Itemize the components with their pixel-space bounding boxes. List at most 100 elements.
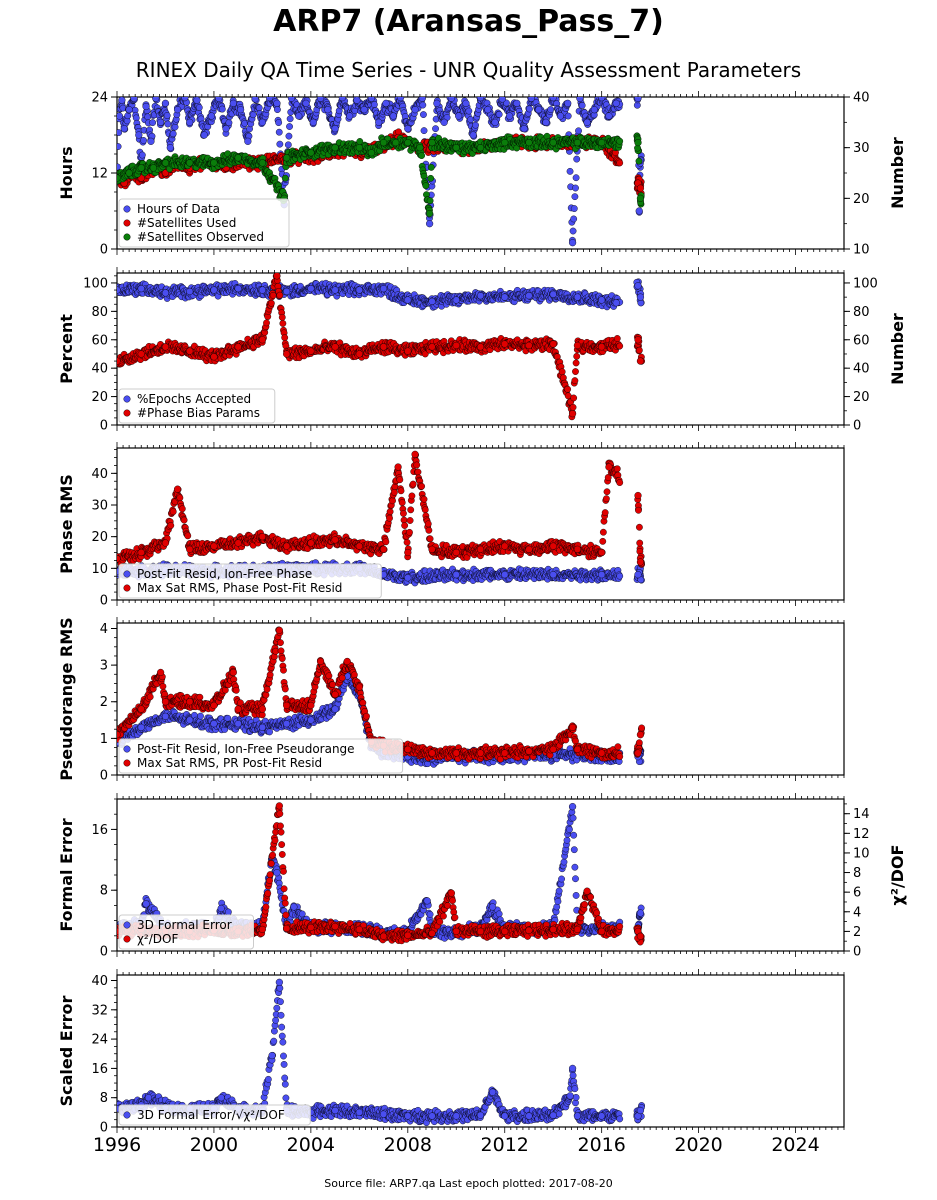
data-point — [117, 163, 121, 171]
data-point-marked — [161, 343, 170, 351]
data-point-marked — [137, 285, 145, 293]
data-point-marked — [568, 239, 577, 247]
data-point-marked — [166, 144, 174, 152]
data-point-marked — [186, 287, 194, 296]
data-point-marked — [137, 164, 145, 172]
data-point-marked — [549, 290, 557, 298]
data-point-marked — [535, 106, 543, 114]
data-point — [149, 119, 157, 127]
data-point-marked — [186, 159, 194, 167]
right-y-tick-label: 20 — [853, 390, 870, 405]
data-point-marked — [307, 347, 315, 355]
data-point-marked — [634, 97, 642, 102]
data-point-marked — [469, 131, 477, 139]
data-point-marked — [404, 125, 412, 133]
data-point-marked — [389, 112, 397, 120]
data-point-marked — [283, 154, 291, 162]
data-point-marked — [605, 112, 613, 120]
data-point-marked — [455, 112, 463, 120]
chart-subtitle: RINEX Daily QA Time Series - UNR Quality… — [135, 58, 802, 82]
data-point-marked — [634, 282, 642, 290]
data-point-marked — [634, 139, 642, 147]
data-point-marked — [367, 149, 376, 157]
data-point-marked — [355, 286, 363, 294]
data-point-marked — [491, 118, 499, 126]
data-point-marked — [556, 112, 565, 120]
data-point-marked — [636, 194, 645, 202]
data-point — [420, 111, 427, 118]
data-point-marked — [379, 343, 388, 351]
data-point — [564, 112, 572, 120]
y-tick-label: 60 — [91, 333, 108, 348]
data-point — [138, 151, 146, 159]
data-point-marked — [428, 343, 436, 351]
data-point-marked — [525, 341, 533, 350]
y-axis-label: Percent — [57, 314, 76, 384]
right-y-tick-label: 40 — [853, 91, 870, 106]
series-group — [117, 90, 645, 247]
data-point-marked — [476, 343, 485, 351]
data-point-marked — [549, 97, 557, 102]
data-point-marked — [207, 112, 216, 120]
data-point-marked — [287, 97, 296, 102]
data-point-marked — [404, 139, 412, 147]
data-point — [286, 123, 293, 130]
data-point — [569, 227, 577, 235]
data-point — [616, 159, 624, 167]
right-y-axis-label: Number — [888, 137, 907, 209]
data-point — [218, 105, 226, 113]
data-point-marked — [598, 139, 606, 147]
data-point-marked — [520, 125, 528, 133]
data-point-marked — [324, 106, 332, 114]
data-point-marked — [598, 296, 606, 304]
data-point-marked — [411, 106, 419, 114]
data-point-marked — [360, 106, 368, 114]
data-point-marked — [236, 106, 245, 114]
data-point-marked — [634, 336, 642, 344]
data-point-marked — [564, 99, 572, 107]
data-point-marked — [404, 296, 412, 304]
data-point — [275, 128, 283, 136]
data-point-marked — [152, 97, 160, 102]
data-point — [267, 299, 275, 307]
data-point — [286, 115, 294, 123]
data-point — [140, 137, 147, 144]
data-point-marked — [331, 343, 339, 351]
data-point-marked — [210, 353, 218, 361]
data-point-marked — [210, 286, 218, 294]
legend-label: #Satellites Used — [137, 216, 236, 230]
data-point-marked — [353, 97, 361, 104]
data-point — [164, 120, 172, 128]
data-point-marked — [137, 350, 145, 358]
data-point-marked — [573, 341, 582, 350]
data-point — [573, 155, 581, 163]
data-point — [635, 157, 643, 165]
data-point-marked — [309, 118, 317, 126]
data-point-marked — [234, 154, 242, 162]
legend-label: Hours of Data — [137, 202, 220, 216]
data-point-marked — [416, 144, 424, 152]
data-point-marked — [302, 99, 310, 107]
data-point — [255, 104, 263, 112]
data-point — [465, 107, 473, 115]
data-point — [418, 152, 426, 159]
data-point-marked — [573, 139, 582, 147]
y-tick-label: 20 — [91, 390, 108, 405]
data-point-marked — [258, 286, 267, 294]
data-point — [276, 140, 284, 148]
data-point-marked — [295, 112, 303, 120]
data-point — [575, 127, 582, 135]
data-point — [281, 174, 289, 182]
right-y-tick-label: 20 — [853, 192, 870, 207]
data-point — [420, 127, 428, 135]
right-y-tick-label: 10 — [853, 243, 870, 258]
data-point-marked — [331, 125, 339, 133]
data-point-marked — [636, 293, 645, 301]
data-point — [370, 101, 378, 108]
data-point-marked — [598, 97, 606, 102]
data-point-marked — [576, 97, 584, 102]
data-point — [117, 129, 123, 136]
data-point — [634, 90, 640, 96]
y-tick-label: 100 — [83, 276, 108, 291]
data-point-marked — [549, 139, 557, 147]
